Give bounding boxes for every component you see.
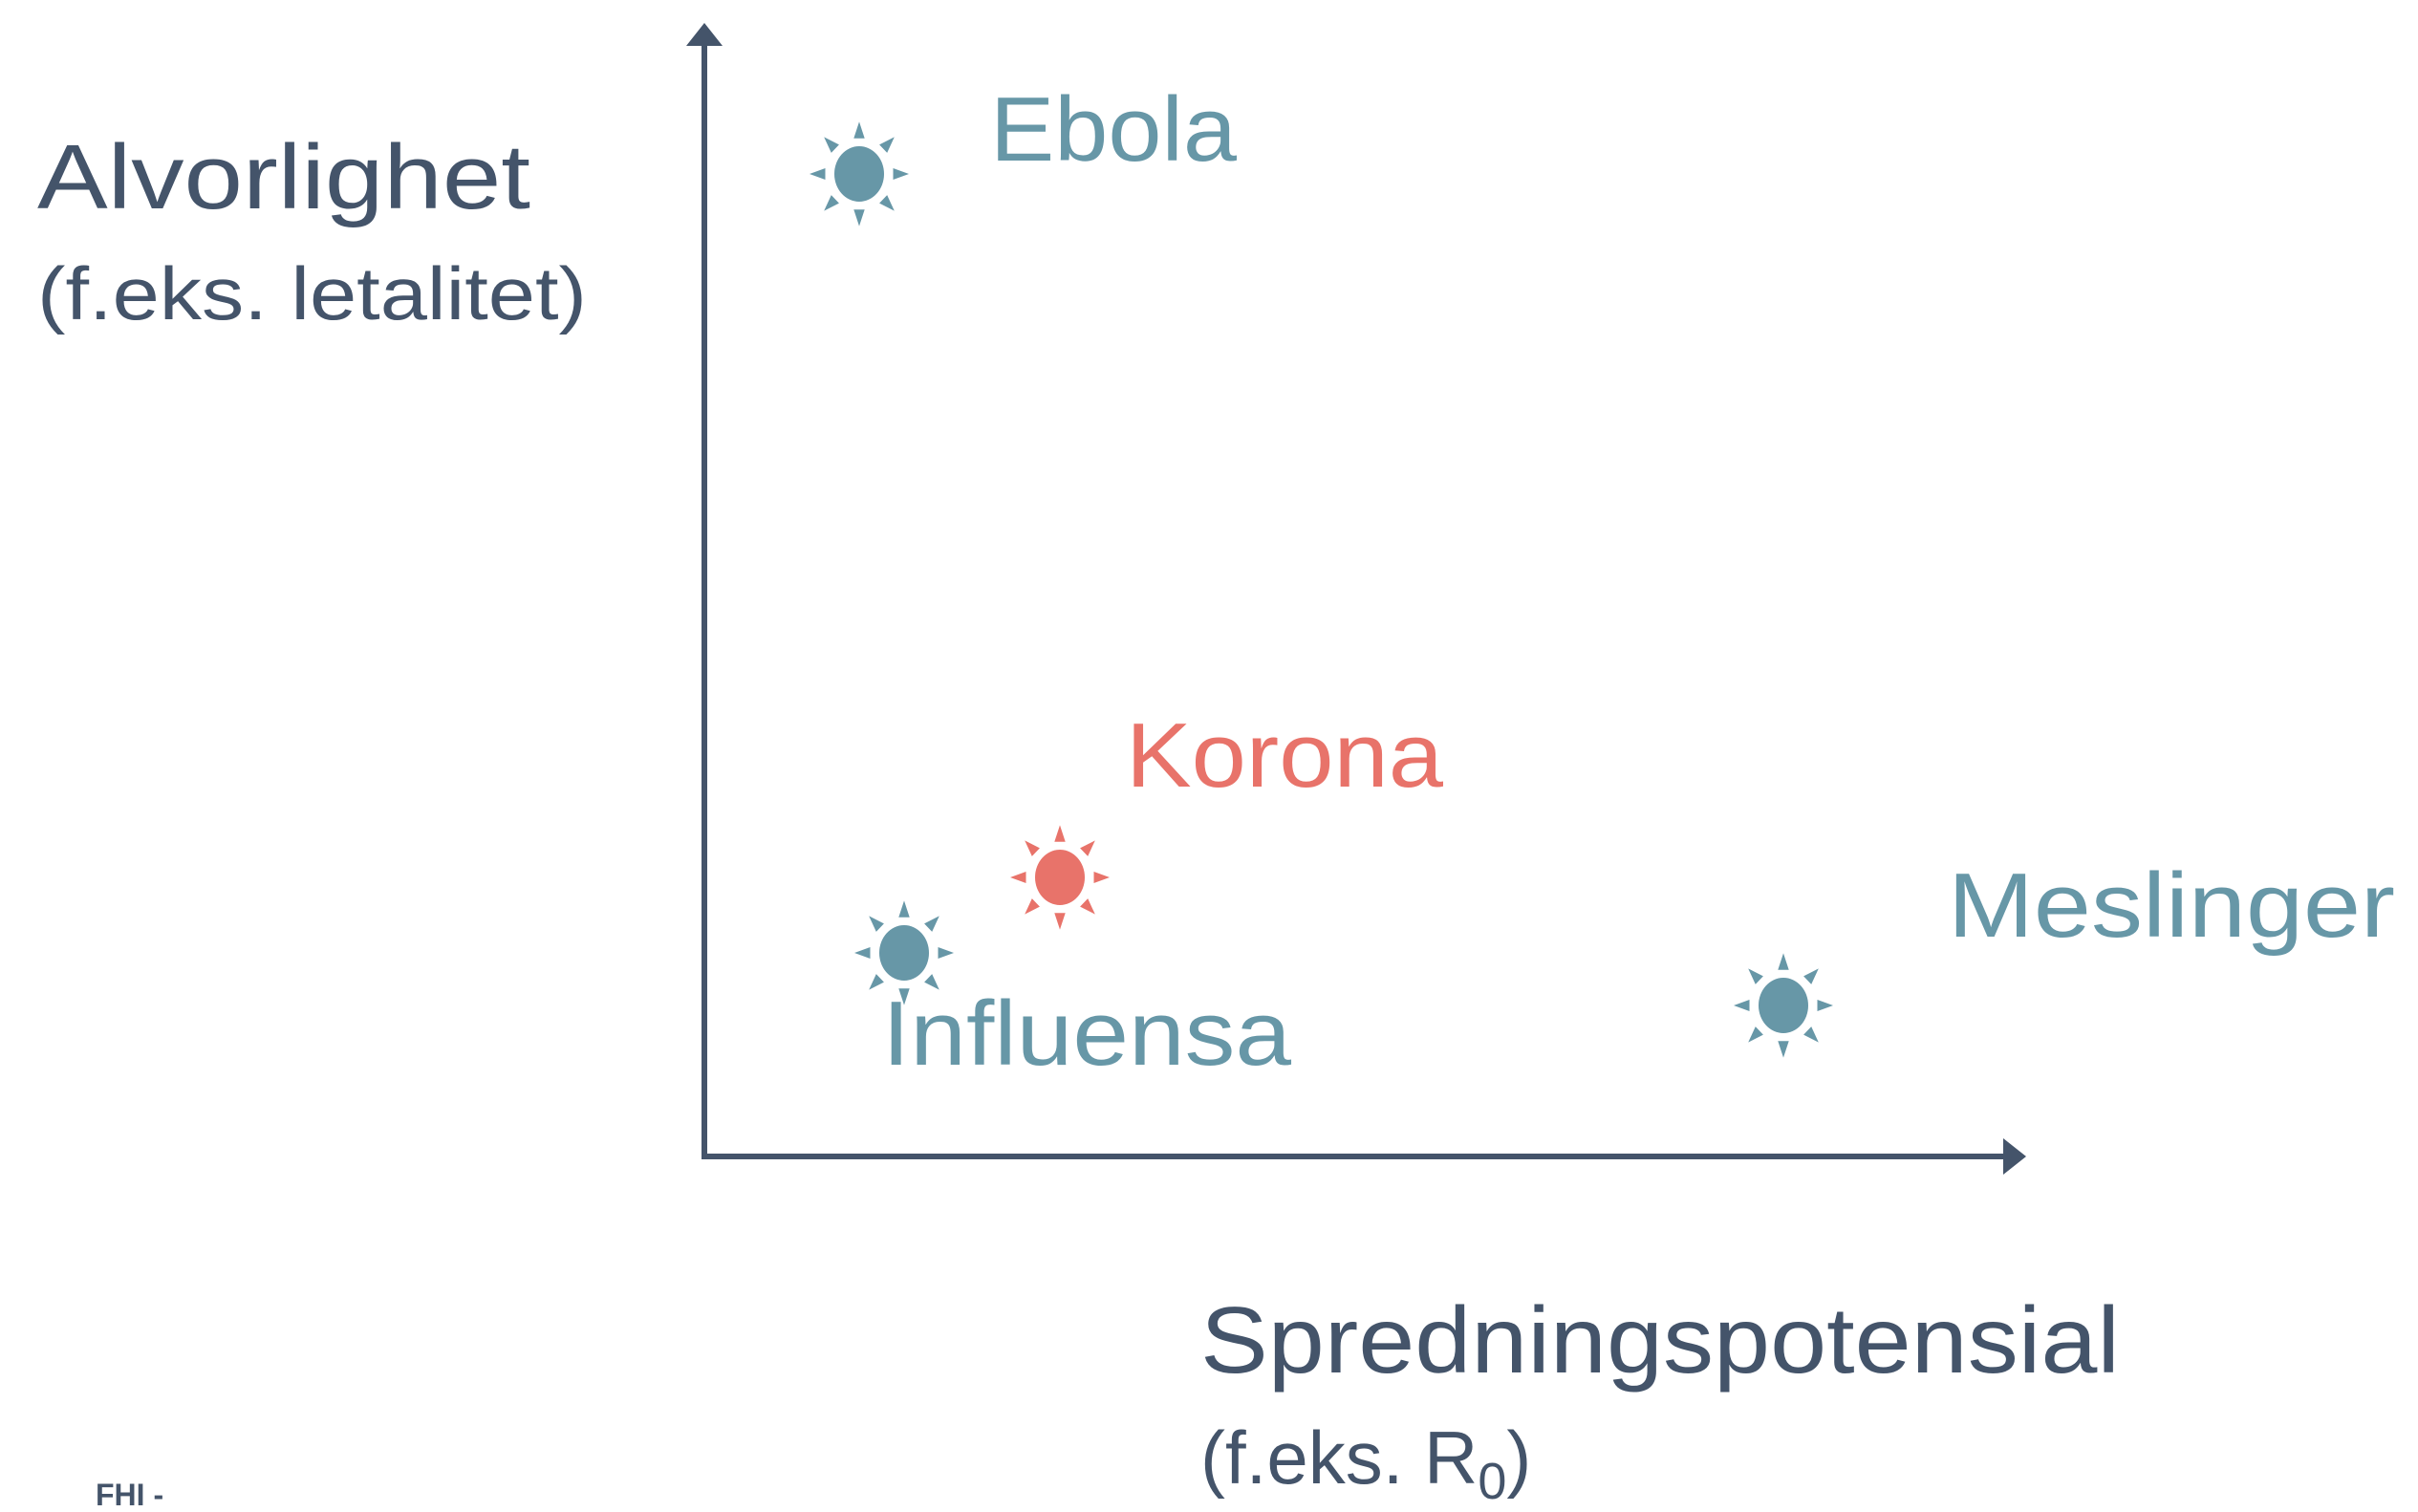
marker-ray xyxy=(1054,825,1066,842)
marker-ray xyxy=(810,168,826,180)
marker-ray xyxy=(1080,840,1095,856)
marker-ray xyxy=(1010,872,1026,883)
marker-ray xyxy=(924,916,939,932)
subtitle-prefix: (f.eks. R xyxy=(1200,1415,1478,1500)
marker-ray xyxy=(893,168,909,180)
marker-ray xyxy=(824,195,839,211)
marker xyxy=(1734,953,1833,1058)
marker-ray xyxy=(1778,953,1789,970)
y-axis-arrow xyxy=(686,23,723,46)
marker-ray xyxy=(1734,1000,1750,1011)
marker-ray xyxy=(1817,1000,1833,1011)
marker-ray xyxy=(1778,1041,1789,1058)
marker-ray xyxy=(924,974,939,990)
y-axis-title: Alvorlighet xyxy=(37,126,530,228)
marker-ray xyxy=(1748,968,1763,984)
footer: FHI - xyxy=(96,1478,163,1512)
marker-ray xyxy=(1803,1026,1819,1043)
x-axis-subtitle: (f.eks. R0) xyxy=(1200,1415,1531,1510)
marker-ray xyxy=(898,988,910,1005)
subtitle-suffix: ) xyxy=(1506,1415,1531,1500)
x-axis-title: Spredningspotensial xyxy=(1200,1287,2120,1393)
marker-ray xyxy=(853,121,865,139)
marker-ray xyxy=(879,137,895,153)
marker-ray xyxy=(824,137,839,153)
marker-body xyxy=(1035,850,1085,905)
marker-ray xyxy=(854,947,871,959)
marker-ray xyxy=(938,947,954,959)
y-axis-subtitle: (f.eks. letalitet) xyxy=(37,251,587,335)
node-label: Influensa xyxy=(882,983,1292,1085)
node-label: Ebola xyxy=(990,78,1238,181)
marker-ray xyxy=(869,916,884,932)
marker-ray xyxy=(853,209,865,227)
x-axis-arrow xyxy=(2003,1138,2026,1175)
marker-ray xyxy=(1093,872,1110,883)
marker xyxy=(810,121,909,227)
marker-body xyxy=(834,146,884,202)
marker-body xyxy=(1759,978,1808,1033)
marker xyxy=(854,900,954,1005)
marker-ray xyxy=(1080,898,1095,915)
marker-ray xyxy=(1025,898,1040,915)
marker-ray xyxy=(869,974,884,990)
marker xyxy=(1010,825,1110,930)
marker-ray xyxy=(1054,913,1066,930)
marker-body xyxy=(879,925,929,981)
node-label: Korona xyxy=(1126,704,1444,807)
marker-ray xyxy=(898,900,910,918)
marker-ray xyxy=(1748,1026,1763,1043)
subtitle-subscript: 0 xyxy=(1478,1453,1506,1510)
marker-ray xyxy=(1803,968,1819,984)
node-label: Meslinger xyxy=(1948,854,2395,957)
marker-ray xyxy=(1025,840,1040,856)
marker-ray xyxy=(879,195,895,211)
